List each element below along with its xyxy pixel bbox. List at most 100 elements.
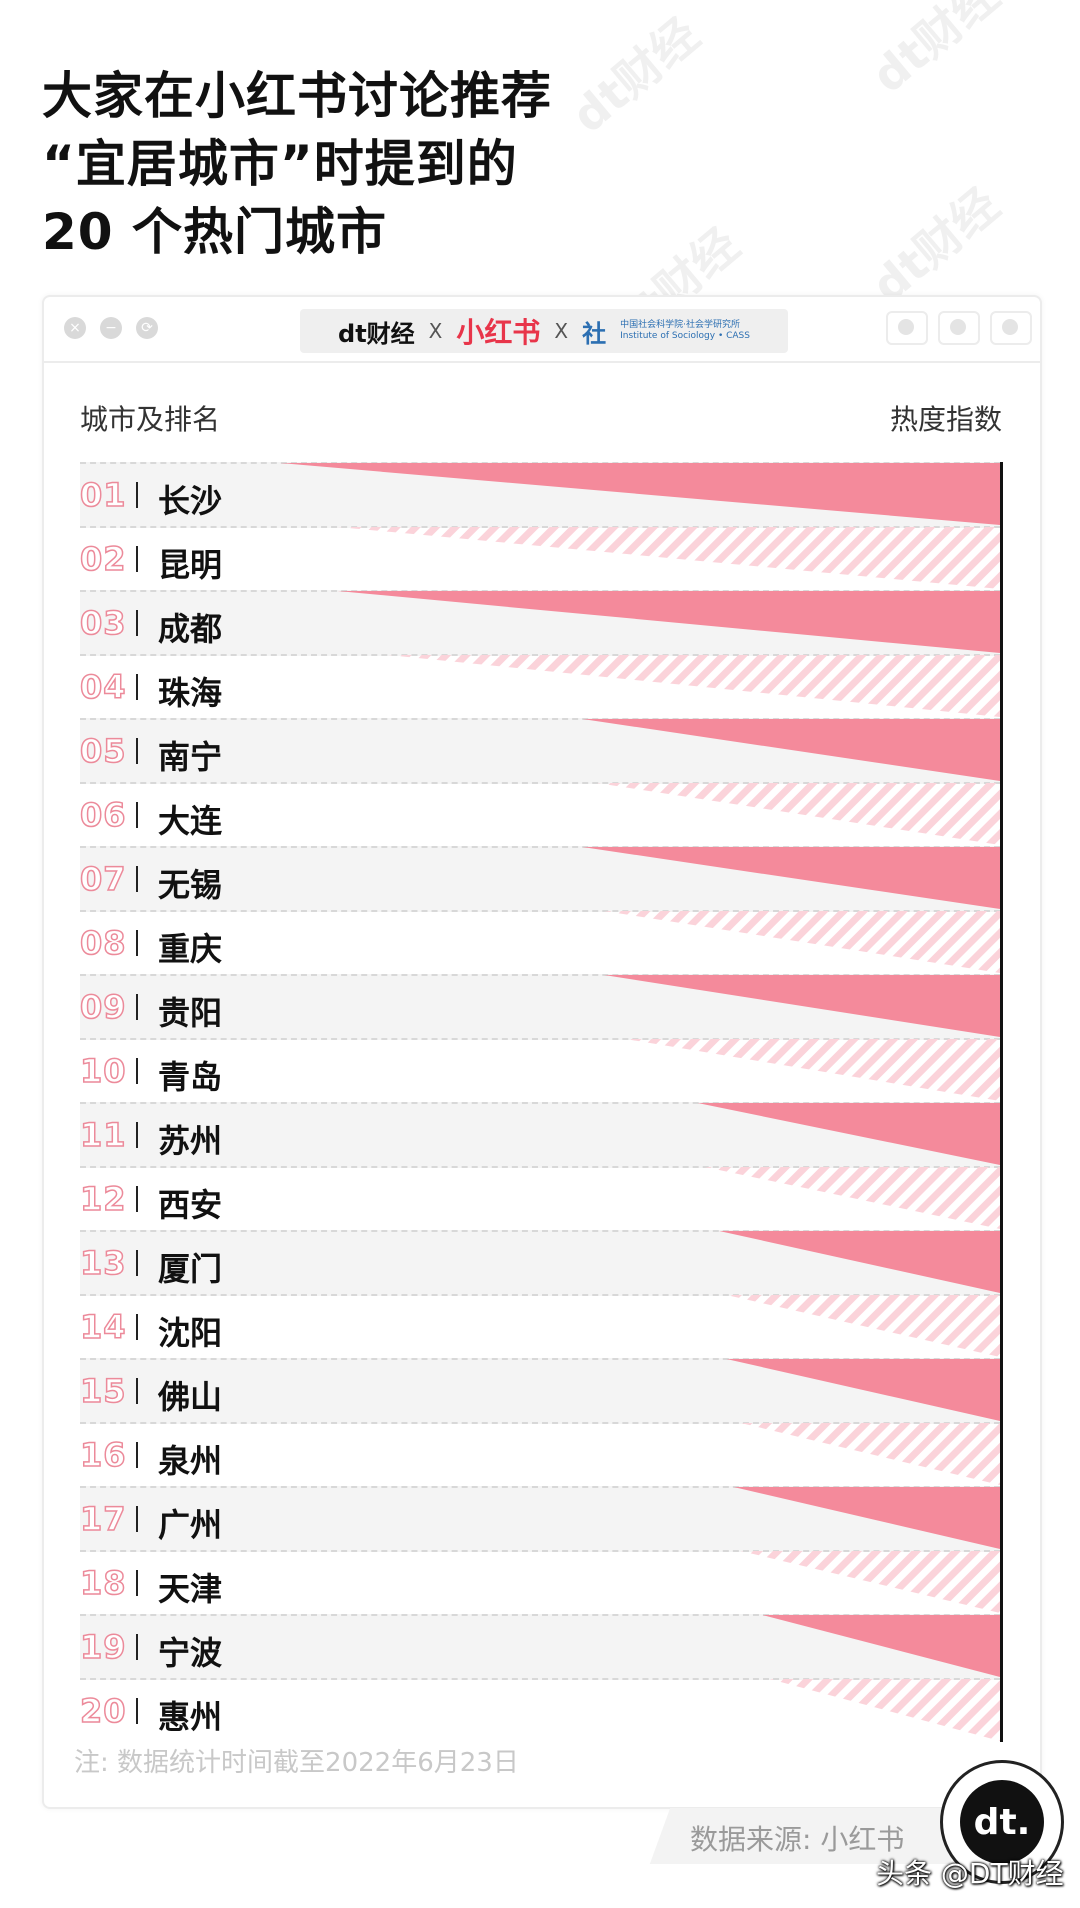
rank-separator [136, 1314, 138, 1340]
rank-label: 07 [79, 859, 127, 899]
rank-label: 12 [79, 1179, 127, 1219]
heat-bar-10 [625, 1039, 1000, 1101]
rank-separator [136, 802, 138, 828]
city-label: 沈阳 [158, 1314, 223, 1352]
title-line: 大家在小红书讨论推荐 [42, 67, 552, 125]
heat-bar-05 [582, 719, 1000, 781]
rank-separator [136, 1122, 138, 1148]
cass-name-cn: 中国社会科学院·社会学研究所 [620, 320, 740, 330]
heat-bar-11 [697, 1103, 1000, 1165]
rank-label: 05 [79, 731, 127, 771]
chart-axis-line [1000, 462, 1003, 1742]
rank-label: 03 [79, 603, 127, 643]
dt-badge[interactable]: dt. [940, 1760, 1064, 1884]
brand-separator: X [554, 319, 569, 343]
rank-label: 14 [79, 1307, 127, 1347]
brand-separator: X [428, 319, 443, 343]
rank-separator [136, 674, 138, 700]
table-row: 13 厦门 [79, 1230, 1000, 1296]
data-note: 注: 数据统计时间截至2022年6月23日 [74, 1748, 519, 1778]
city-label: 南宁 [158, 738, 223, 776]
table-row: 20 惠州 [79, 1678, 1000, 1744]
heat-bar-18 [740, 1551, 1000, 1613]
window-icon[interactable] [990, 311, 1032, 345]
table-row: 16 泉州 [79, 1422, 1000, 1488]
rank-separator [136, 1570, 138, 1596]
rank-label: 10 [79, 1051, 127, 1091]
rank-separator [136, 610, 138, 636]
city-label: 无锡 [158, 866, 223, 904]
city-label: 佛山 [158, 1378, 223, 1416]
table-row: 18 天津 [79, 1550, 1000, 1616]
rank-separator [136, 1250, 138, 1276]
heat-bar-12 [704, 1167, 1000, 1229]
city-label: 苏州 [158, 1122, 223, 1160]
rank-separator [136, 1698, 138, 1724]
rank-label: 17 [79, 1499, 127, 1539]
platform-credit: 头条 @DT财经 [876, 1857, 1064, 1890]
rank-label: 11 [79, 1115, 127, 1155]
rank-label: 15 [79, 1371, 127, 1411]
city-label: 青岛 [158, 1058, 223, 1096]
rank-label: 02 [79, 539, 127, 579]
city-label: 大连 [158, 802, 223, 840]
heat-bar-17 [733, 1487, 1000, 1549]
heat-bar-15 [726, 1359, 1000, 1421]
window-titlebar: × − ⟳ dt财经 X 小红书 X 社 中国社会科学院·社会学研究所 Inst… [44, 297, 1040, 363]
rank-label: 19 [79, 1627, 127, 1667]
brand-bar: dt财经 X 小红书 X 社 中国社会科学院·社会学研究所 Institute … [300, 309, 788, 353]
city-label: 珠海 [158, 674, 223, 712]
xiaohongshu-logo: 小红书 [456, 316, 541, 349]
close-icon[interactable]: × [64, 317, 86, 339]
rank-separator [136, 994, 138, 1020]
heat-bar-09 [604, 975, 1000, 1037]
rank-label: 01 [79, 475, 127, 515]
city-label: 惠州 [158, 1698, 223, 1736]
city-label: 宁波 [158, 1634, 223, 1672]
heat-bar-07 [582, 847, 1000, 909]
rank-separator [136, 1634, 138, 1660]
minimize-icon[interactable]: − [100, 317, 122, 339]
heat-bar-20 [769, 1679, 1000, 1741]
rank-separator [136, 930, 138, 956]
rank-separator [136, 546, 138, 572]
city-label: 长沙 [158, 482, 223, 520]
title-line: “宜居城市”时提到的 [42, 135, 518, 193]
rank-label: 20 [79, 1691, 127, 1731]
dt-badge-logo: dt. [960, 1780, 1044, 1864]
rank-separator [136, 1186, 138, 1212]
table-row: 06 大连 [79, 782, 1000, 848]
heat-bar-01 [280, 463, 1000, 525]
table-row: 14 沈阳 [79, 1294, 1000, 1360]
record-icon[interactable] [886, 311, 928, 345]
heat-bar-06 [596, 783, 1000, 845]
table-row: 10 青岛 [79, 1038, 1000, 1104]
cass-name-en: Institute of Sociology • CASS [620, 331, 750, 341]
city-label: 昆明 [158, 546, 223, 584]
heat-bar-16 [740, 1423, 1000, 1485]
rank-label: 16 [79, 1435, 127, 1475]
city-label: 成都 [158, 610, 223, 648]
rank-separator [136, 1058, 138, 1084]
cass-logo-icon: 社 [582, 319, 607, 348]
city-label: 泉州 [158, 1442, 223, 1480]
rank-label: 04 [79, 667, 127, 707]
rank-label: 13 [79, 1243, 127, 1283]
column-header-heat: 热度指数 [890, 403, 1003, 436]
title-line: 20 个热门城市 [42, 203, 387, 261]
page-title: 大家在小红书讨论推荐 “宜居城市”时提到的 20 个热门城市 [42, 62, 1042, 266]
heat-bar-08 [604, 911, 1000, 973]
maximize-icon[interactable]: ⟳ [136, 317, 158, 339]
heat-bar-13 [719, 1231, 1000, 1293]
city-label: 重庆 [158, 930, 223, 968]
heat-bar-03 [337, 591, 1001, 653]
share-icon[interactable] [938, 311, 980, 345]
rank-separator [136, 1378, 138, 1404]
rank-separator [136, 866, 138, 892]
rank-separator [136, 1506, 138, 1532]
heat-bar-02 [337, 527, 1001, 589]
city-label: 贵阳 [158, 994, 223, 1032]
data-source: 数据来源: 小红书 [690, 1823, 905, 1856]
rank-separator [136, 482, 138, 508]
heat-bar-19 [762, 1615, 1000, 1677]
